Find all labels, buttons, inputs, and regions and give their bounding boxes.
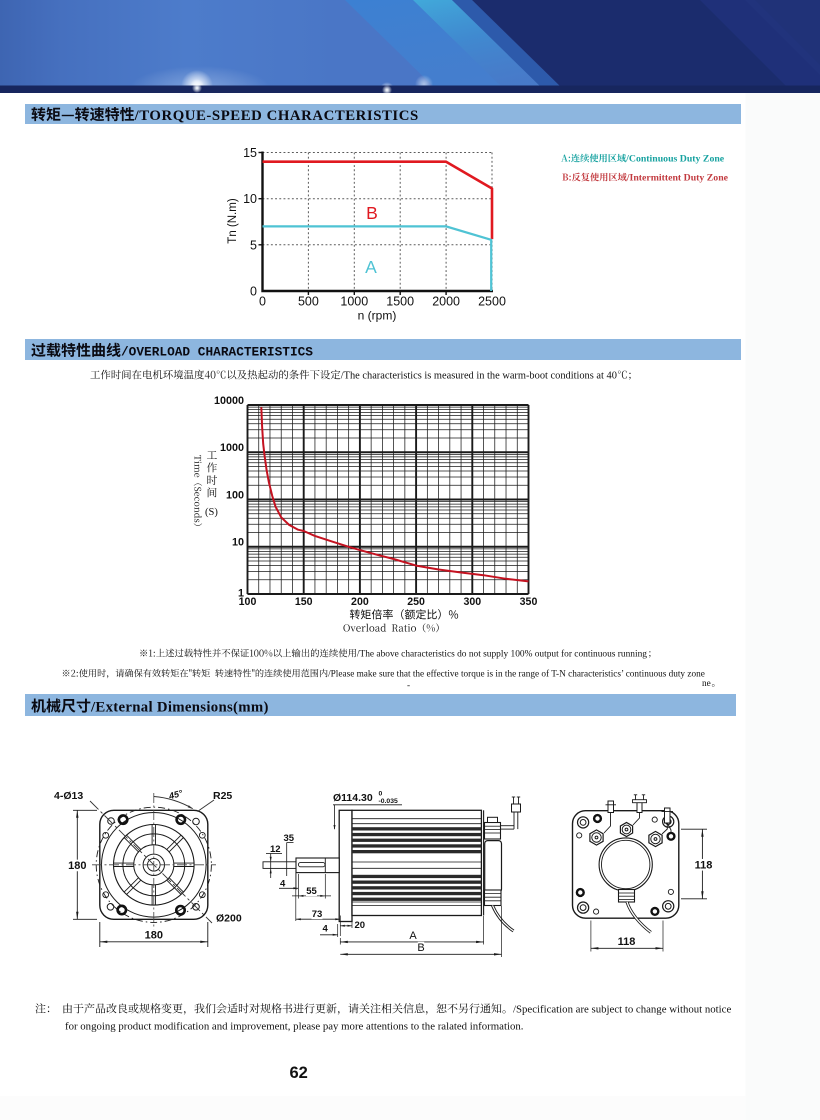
svg-text:180: 180 <box>68 860 86 872</box>
svg-text:100: 100 <box>239 596 257 608</box>
svg-text:4: 4 <box>280 879 286 890</box>
svg-text:/Continuous Duty Zone: /Continuous Duty Zone <box>625 154 725 165</box>
svg-text:/OVERLOAD CHARACTERISTICS: /OVERLOAD CHARACTERISTICS <box>121 345 313 360</box>
svg-text:-0.035: -0.035 <box>379 798 398 805</box>
svg-text:150: 150 <box>295 596 313 608</box>
svg-text:R25: R25 <box>213 790 232 802</box>
svg-text:/Intermittent Duty Zone: /Intermittent Duty Zone <box>626 173 729 184</box>
svg-text:/TORQUE-SPEED CHARACTERISTICS: /TORQUE-SPEED CHARACTERISTICS <box>134 108 419 124</box>
svg-text:(S): (S) <box>205 507 218 518</box>
svg-text:15: 15 <box>243 146 257 160</box>
svg-text:A: A <box>409 930 417 942</box>
svg-text:Tn (N.m): Tn (N.m) <box>227 198 239 244</box>
svg-text:/The characteristics is measur: /The characteristics is measured in the … <box>341 371 617 382</box>
svg-text:2500: 2500 <box>478 295 506 309</box>
svg-text:B: B <box>417 942 424 954</box>
svg-text:12: 12 <box>270 844 281 855</box>
svg-text:55: 55 <box>306 886 317 897</box>
svg-text:45°: 45° <box>167 788 184 802</box>
svg-text:350: 350 <box>520 596 538 608</box>
svg-text:10: 10 <box>243 192 257 206</box>
svg-text:100: 100 <box>226 489 244 501</box>
svg-text:A: A <box>365 257 377 277</box>
svg-text:/The above characteristics do: /The above characteristics do not supply… <box>357 649 647 660</box>
svg-text:for ongoing product modificati: for ongoing product modification and imp… <box>65 1021 523 1033</box>
svg-text:0: 0 <box>259 295 266 309</box>
svg-text:35: 35 <box>284 833 295 844</box>
svg-text:2000: 2000 <box>432 295 460 309</box>
svg-text:Ø114.30: Ø114.30 <box>333 792 373 804</box>
svg-text:1000: 1000 <box>340 295 368 309</box>
svg-text:118: 118 <box>695 859 713 871</box>
svg-text:62: 62 <box>290 1064 308 1082</box>
svg-text:n (rpm): n (rpm) <box>358 309 397 323</box>
svg-text:10: 10 <box>232 537 244 549</box>
svg-text:/Specification are subject to: /Specification are subject to change wit… <box>513 1004 731 1016</box>
svg-text:20: 20 <box>355 920 366 931</box>
svg-text:300: 300 <box>463 596 481 608</box>
svg-text:-: - <box>407 681 410 691</box>
svg-text:B: B <box>366 203 378 223</box>
svg-text:180: 180 <box>145 930 163 942</box>
svg-text:0: 0 <box>250 285 257 299</box>
svg-text:500: 500 <box>298 295 319 309</box>
svg-text:/Please make sure that the eff: /Please make sure that the effective tor… <box>328 670 705 680</box>
svg-text:10000: 10000 <box>214 395 244 407</box>
svg-text:0: 0 <box>379 791 383 798</box>
svg-text:4: 4 <box>323 924 329 935</box>
svg-text:ne: ne <box>702 679 711 689</box>
svg-text:73: 73 <box>312 909 323 920</box>
svg-text:1500: 1500 <box>386 295 414 309</box>
svg-text:5: 5 <box>250 238 257 252</box>
svg-text:/External Dimensions(mm): /External Dimensions(mm) <box>90 699 269 715</box>
svg-text:Ø200: Ø200 <box>216 913 242 925</box>
svg-text:200: 200 <box>351 596 369 608</box>
svg-text:118: 118 <box>618 936 636 948</box>
svg-text:1000: 1000 <box>220 442 244 454</box>
svg-text:4-Ø13: 4-Ø13 <box>54 790 83 802</box>
svg-text:250: 250 <box>407 596 425 608</box>
svg-text:1: 1 <box>238 588 244 600</box>
